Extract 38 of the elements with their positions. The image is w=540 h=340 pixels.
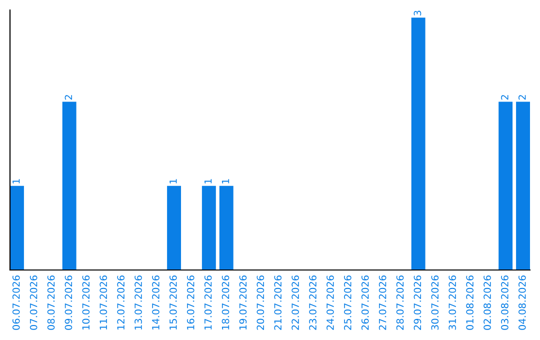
data-label: 2 (64, 95, 72, 100)
x-tick-label: 27.07.2026 (378, 275, 386, 330)
x-tick-label: 10.07.2026 (82, 275, 90, 330)
x-tick-label: 07.07.2026 (30, 275, 38, 330)
x-tick-label: 14.07.2026 (152, 275, 160, 330)
x-tick-label: 09.07.2026 (64, 275, 72, 330)
data-label: 1 (222, 179, 230, 184)
x-tick-label: 06.07.2026 (12, 275, 20, 330)
data-label: 1 (204, 179, 212, 184)
x-tick-label: 08.07.2026 (47, 275, 55, 330)
x-tick-label: 13.07.2026 (134, 275, 142, 330)
x-tick-label: 24.07.2026 (326, 275, 334, 330)
x-tick-label: 03.08.2026 (501, 275, 508, 330)
data-label: 3 (414, 10, 422, 16)
x-tick-label: 25.07.2026 (344, 275, 352, 330)
data-label: 2 (518, 95, 526, 100)
data-label: 1 (170, 179, 177, 184)
x-tick-label: 28.07.2026 (396, 275, 404, 330)
x-tick-label: 29.07.2026 (414, 275, 422, 330)
x-tick-label: 23.07.2026 (309, 275, 316, 330)
x-tick-label: 30.07.2026 (431, 275, 439, 330)
x-tick-label: 31.07.2026 (448, 275, 456, 330)
data-label: 1 (12, 179, 20, 184)
x-tick-label: 18.07.2026 (222, 275, 230, 330)
x-tick-label: 02.08.2026 (484, 275, 491, 330)
x-tick-label: 16.07.2026 (186, 275, 194, 330)
x-tick-label: 19.07.2026 (239, 275, 247, 330)
x-tick-label: 15.07.2026 (169, 275, 177, 330)
x-tick-label: 04.08.2026 (518, 275, 526, 330)
x-tick-label: 22.07.2026 (292, 275, 299, 330)
data-label: 2 (501, 95, 508, 100)
x-tick-label: 01.08.2026 (466, 275, 474, 330)
x-tick-label: 17.07.2026 (204, 275, 212, 330)
x-tick-label: 11.07.2026 (100, 275, 108, 330)
x-tick-label: 21.07.2026 (274, 275, 282, 330)
x-tick-label: 12.07.2026 (117, 275, 124, 330)
x-tick-label: 26.07.2026 (361, 275, 369, 330)
x-tick-label: 20.07.2026 (256, 275, 264, 330)
